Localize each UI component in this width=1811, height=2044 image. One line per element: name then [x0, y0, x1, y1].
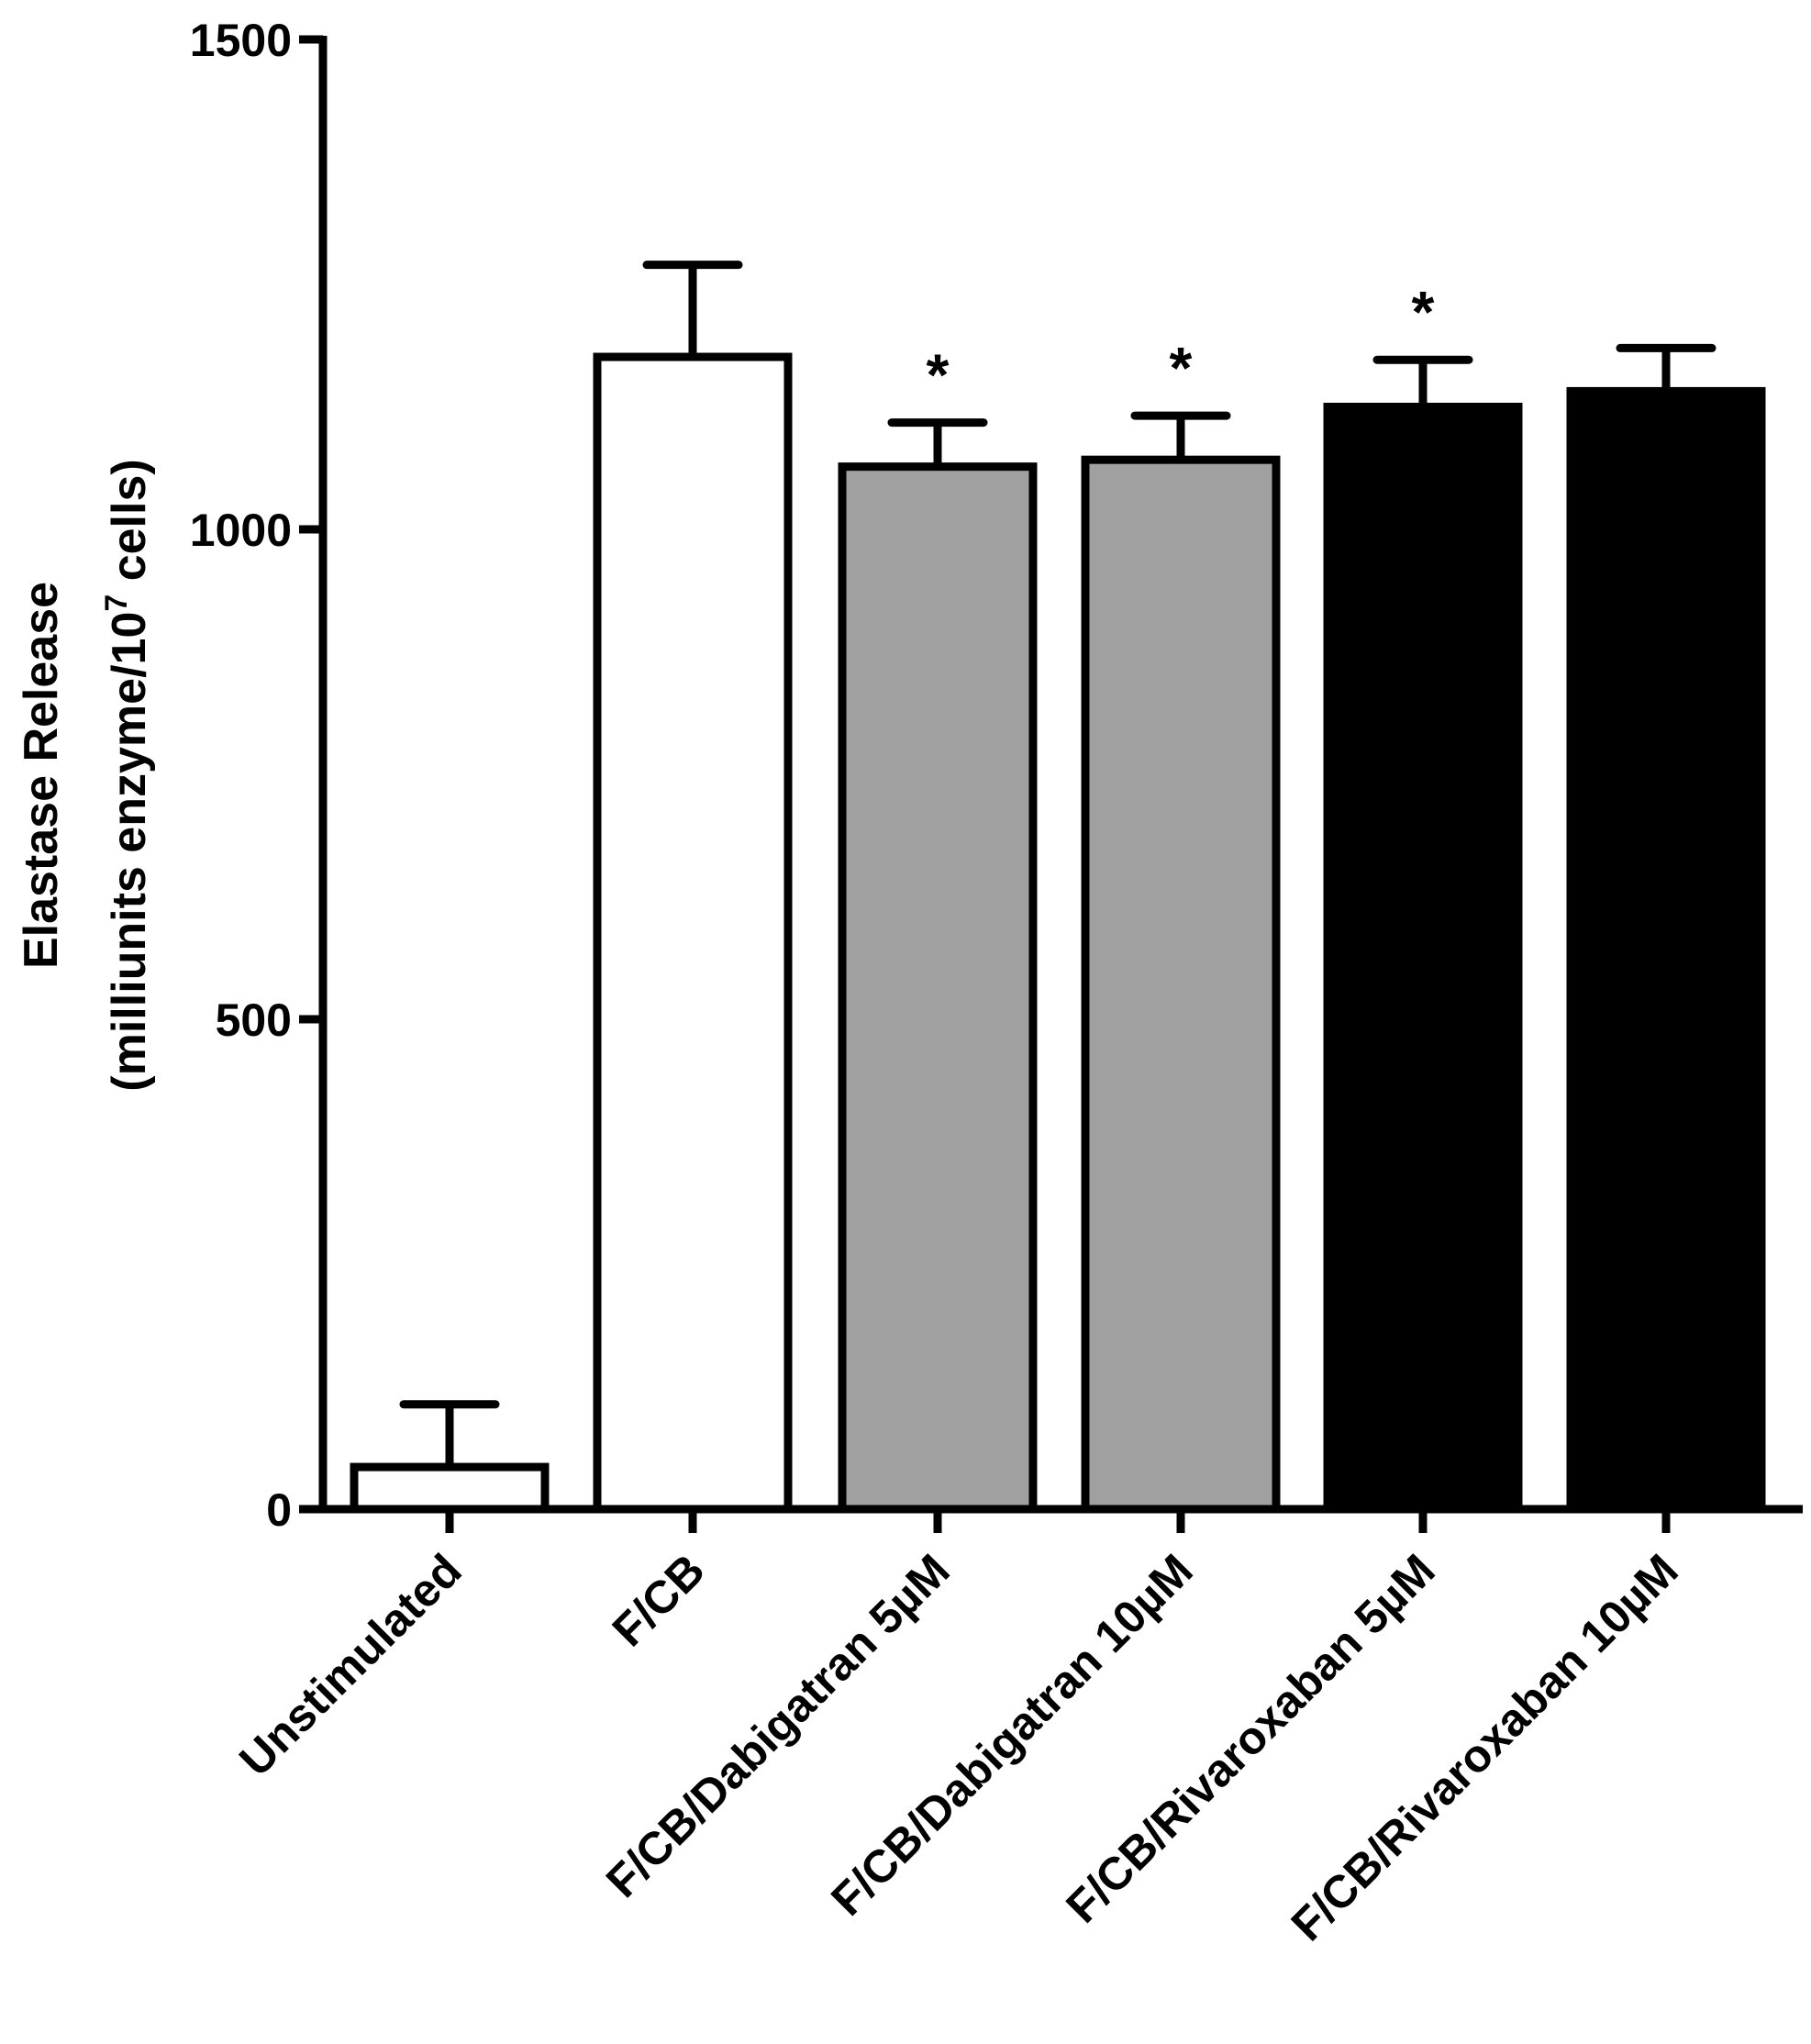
y-tick-label: 1000: [190, 505, 292, 556]
y-axis-units-superscript: 7: [99, 594, 134, 612]
bar: [1566, 386, 1766, 1514]
y-axis: 0 500 1000 1500: [190, 15, 328, 1536]
x-tick-label: Unstimulated: [229, 1544, 472, 1786]
y-axis-label: Elastase Release: [15, 582, 68, 969]
y-axis-label-units: (milliunits enzyme/107 cells): [99, 459, 156, 1091]
significance-marker: *: [1170, 335, 1193, 401]
bar: [1323, 403, 1523, 1514]
x-tick-label: F/CB: [603, 1544, 715, 1656]
x-tick-label: F/CB/Rivaroxaban 10µM: [1282, 1544, 1688, 1950]
bars: * * *: [350, 261, 1766, 1514]
y-tick-label: 1500: [190, 15, 292, 66]
bar: [1081, 455, 1281, 1514]
y-axis-units-prefix: (milliunits enzyme/10: [103, 612, 156, 1092]
significance-marker: *: [1412, 279, 1435, 345]
y-axis-units-suffix: cells): [103, 459, 156, 594]
bar: [350, 1462, 550, 1514]
x-axis: Unstimulated F/CBF/CB/Dabigatran 5µMF/CB/…: [229, 1505, 1803, 1950]
y-tick-label: 0: [266, 1484, 292, 1536]
bar: [593, 352, 793, 1514]
significance-marker: *: [927, 342, 950, 408]
y-tick-label: 500: [216, 994, 292, 1046]
bar: [838, 462, 1038, 1514]
